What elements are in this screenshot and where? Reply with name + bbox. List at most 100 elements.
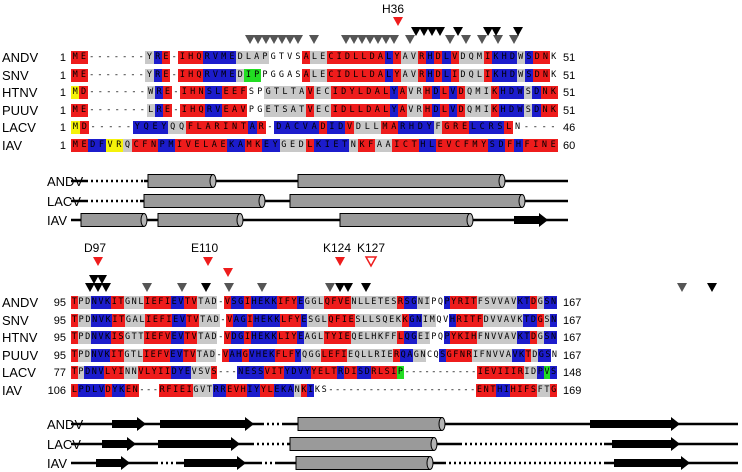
residue: - <box>173 104 179 115</box>
residue: L <box>384 68 393 82</box>
residue: - <box>97 52 103 62</box>
residue: E <box>476 384 483 397</box>
residue: V <box>264 366 271 380</box>
residue: P <box>430 331 438 345</box>
residue: V <box>498 348 506 362</box>
residue: N <box>513 121 523 135</box>
residue: D <box>88 139 98 152</box>
residue: A <box>376 68 385 82</box>
block2-end-iav: 169 <box>563 385 582 397</box>
residue: P <box>255 86 264 100</box>
residue: E <box>273 384 281 397</box>
residue: S <box>230 296 238 309</box>
residue: A <box>202 348 210 362</box>
residue: E <box>386 348 394 362</box>
residue: G <box>408 313 416 327</box>
residue: V <box>233 384 240 397</box>
gray-triangle-marker <box>224 283 234 292</box>
residue: H <box>514 139 523 152</box>
residue: L <box>277 331 284 345</box>
residue: L <box>347 103 357 117</box>
residue: Y <box>450 331 458 345</box>
residue: Q <box>467 68 476 82</box>
residue: K <box>314 384 321 397</box>
residue: K <box>270 296 278 309</box>
residue: V <box>448 86 457 100</box>
residue: Y <box>303 366 311 380</box>
residue: V <box>177 296 185 309</box>
residue: K <box>273 313 281 327</box>
residue: A <box>233 313 240 327</box>
residue: D <box>343 366 351 380</box>
residue: I <box>270 366 278 380</box>
residue: Y <box>392 68 401 82</box>
residue: P <box>260 51 269 64</box>
residue: D <box>79 86 88 100</box>
residue: - <box>138 52 144 62</box>
residue: Q <box>435 313 443 327</box>
black-triangle-marker <box>97 275 107 284</box>
residue: V <box>297 366 304 380</box>
residue: Y <box>132 121 142 135</box>
strand-arrow <box>612 437 680 451</box>
residue: K <box>270 331 278 345</box>
residue: L <box>367 348 374 362</box>
residue: G <box>237 296 245 309</box>
residue: M <box>71 103 80 117</box>
residue: V <box>406 86 416 100</box>
residue: R <box>154 86 164 100</box>
residue: N <box>149 139 158 152</box>
residue: D <box>364 86 374 100</box>
residue: A <box>247 121 257 135</box>
gray-triangle-marker <box>477 35 487 44</box>
residue: N <box>130 296 138 309</box>
residue: V <box>285 51 294 64</box>
residue: F <box>383 331 391 345</box>
residue: - <box>152 385 158 395</box>
residue: V <box>305 103 315 117</box>
residue: V <box>164 331 171 345</box>
residue: K <box>457 331 464 345</box>
residue: K <box>103 348 111 362</box>
residue: G <box>536 313 544 327</box>
residue: S <box>357 366 364 380</box>
residue: - <box>411 367 417 378</box>
residue: - <box>114 104 120 115</box>
residue: A <box>302 68 311 82</box>
residue: D <box>530 313 537 327</box>
block2-seq-name-andv: ANDV <box>2 295 39 310</box>
residue: - <box>532 122 538 133</box>
residue: D <box>530 296 537 309</box>
residue: T <box>130 331 138 345</box>
residue: D <box>84 296 91 309</box>
residue: K <box>401 313 409 327</box>
residue: Y <box>150 366 158 380</box>
residue: T <box>489 384 497 397</box>
residue: S <box>439 348 446 362</box>
residue: E <box>318 51 327 64</box>
residue: S <box>483 296 491 309</box>
residue: L <box>371 121 381 135</box>
residue: V <box>248 348 256 362</box>
residue: I <box>111 313 119 327</box>
gray-triangle-marker <box>285 35 295 44</box>
residue: L <box>138 313 146 327</box>
residue: D <box>339 86 348 100</box>
residue: H <box>418 139 428 152</box>
residue: T <box>130 348 137 362</box>
residue: A <box>297 86 306 100</box>
residue: I <box>244 296 251 309</box>
residue: S <box>543 296 551 309</box>
block1-start-iav: 1 <box>59 140 66 152</box>
residue: M <box>475 51 484 64</box>
residue: - <box>341 385 347 395</box>
residue: - <box>218 367 224 378</box>
residue: A <box>398 103 407 117</box>
residue: V <box>163 348 170 362</box>
residue: A <box>373 86 382 100</box>
gray-triangle-marker <box>349 35 359 44</box>
residue: N <box>90 366 98 380</box>
residue: D <box>354 121 363 135</box>
residue: - <box>131 87 137 98</box>
